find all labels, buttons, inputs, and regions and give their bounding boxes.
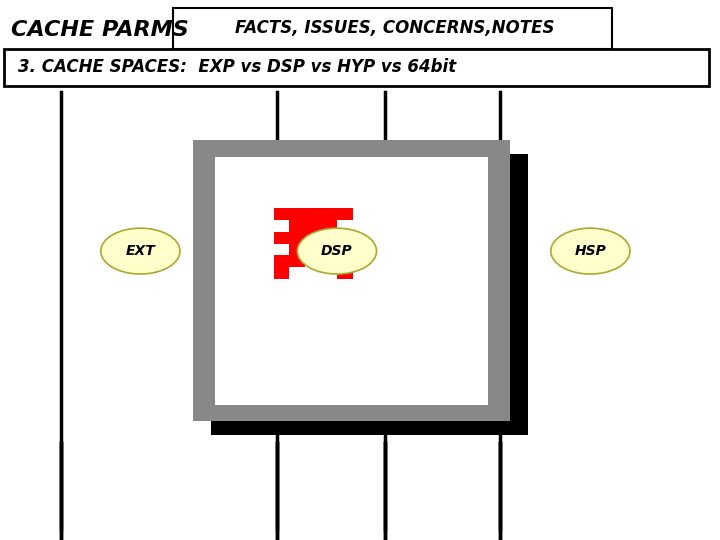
Bar [337, 208, 353, 220]
Bar [305, 208, 321, 220]
Bar [289, 220, 305, 232]
Bar [305, 220, 321, 232]
FancyBboxPatch shape [173, 8, 612, 49]
Bar [321, 220, 337, 232]
Bar [274, 232, 289, 244]
Ellipse shape [551, 228, 630, 274]
Bar [211, 154, 528, 435]
Bar [289, 244, 305, 255]
Bar [337, 255, 353, 267]
Bar [274, 267, 289, 279]
Text: 3. CACHE SPACES:  EXP vs DSP vs HYP vs 64bit: 3. CACHE SPACES: EXP vs DSP vs HYP vs 64… [18, 58, 456, 77]
Ellipse shape [101, 228, 180, 274]
Bar [337, 267, 353, 279]
Text: DSP: DSP [321, 244, 353, 258]
Bar [305, 244, 321, 255]
Bar [193, 140, 510, 421]
Bar [321, 255, 337, 267]
Text: CACHE PARMS: CACHE PARMS [11, 19, 189, 40]
Bar [321, 244, 337, 255]
Bar [215, 157, 488, 405]
Bar [337, 232, 353, 244]
Bar [321, 232, 337, 244]
Bar [289, 208, 305, 220]
Bar [305, 232, 321, 244]
Bar [274, 208, 289, 220]
FancyBboxPatch shape [4, 49, 709, 86]
Text: HSP: HSP [575, 244, 606, 258]
Bar [289, 232, 305, 244]
Ellipse shape [297, 228, 377, 274]
Bar [274, 255, 289, 267]
Text: FACTS, ISSUES, CONCERNS,NOTES: FACTS, ISSUES, CONCERNS,NOTES [235, 19, 554, 37]
Bar [289, 255, 305, 267]
Bar [321, 208, 337, 220]
Text: EXT: EXT [125, 244, 156, 258]
